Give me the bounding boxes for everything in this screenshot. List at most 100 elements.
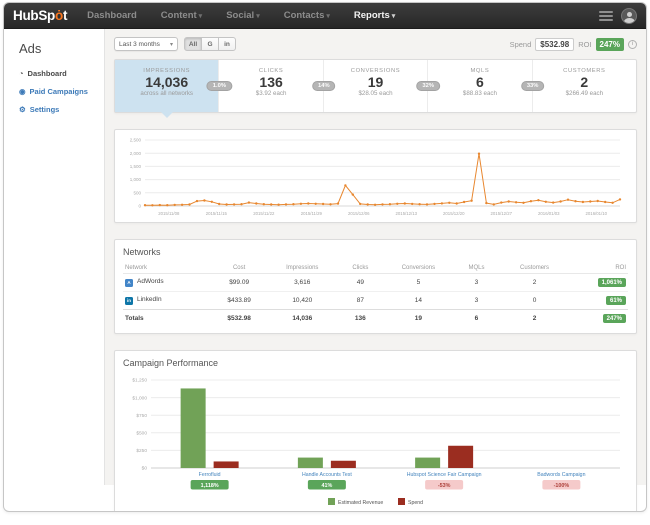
campaign-performance-card: Campaign Performance $0 $250 $500 $750 $1,00… — [114, 350, 637, 511]
sidebar-item-label: Dashboard — [27, 69, 67, 78]
data-point — [507, 200, 510, 203]
stage-title: MQLS — [470, 68, 490, 74]
roi-badge: 61% — [605, 296, 626, 305]
nav-item-reports[interactable]: Reports ▾ — [354, 10, 395, 21]
network-row-linkedin: in LinkedIn $433.89 10,420 87 14 3 0 61% — [123, 291, 628, 310]
sidebar-item-settings[interactable]: ⚙ Settings — [19, 105, 98, 114]
stage-value: 19 — [367, 74, 384, 90]
y-tick-label: $750 — [136, 413, 147, 419]
data-point — [411, 202, 414, 206]
spend-bar — [330, 460, 356, 468]
roi-badge: 1,061% — [597, 278, 626, 287]
impressions-cell: 3,616 — [269, 273, 336, 292]
funnel-stage-impressions[interactable]: IMPRESSIONS 14,036 across all networks — [115, 60, 220, 118]
data-point — [321, 202, 325, 206]
x-tick-label: 2016/01/10 — [586, 211, 608, 216]
data-point — [180, 203, 184, 206]
data-point — [529, 200, 533, 203]
data-point — [448, 201, 451, 204]
nav-item-social[interactable]: Social ▾ — [226, 10, 260, 21]
sidebar-item-paid-campaigns[interactable]: ◉ Paid Campaigns — [19, 87, 98, 96]
filter-linkedin-button[interactable]: in — [218, 37, 236, 51]
data-point — [218, 202, 221, 206]
gear-icon: ⚙ — [19, 105, 26, 114]
data-point — [277, 203, 280, 206]
logo-text-end: t — [62, 8, 68, 23]
funnel-stage-customers[interactable]: 33% CUSTOMERS 2 $266.49 each — [520, 60, 636, 112]
data-point — [195, 199, 199, 203]
sidebar-items: ◔ Dashboard ◉ Paid Campaigns ⚙ Settings — [19, 69, 98, 114]
conversion-rate-badge: 33% — [520, 81, 545, 91]
campaign-roi-value: -53% — [438, 483, 451, 489]
stage-subtitle: $88.83 each — [462, 90, 497, 98]
data-point — [351, 193, 354, 196]
data-point — [433, 202, 436, 206]
legend-swatch-spend — [398, 498, 405, 505]
conversions-cell: 19 — [385, 309, 452, 327]
impressions-cell: 10,420 — [269, 291, 336, 310]
stage-title: IMPRESSIONS — [143, 68, 191, 74]
chevron-down-icon: ▾ — [169, 41, 173, 48]
network-name-cell: Totals — [123, 309, 209, 327]
content-area: Ads ◔ Dashboard ◉ Paid Campaigns ⚙ Settings L… — [4, 29, 646, 511]
stage-title: CLICKS — [258, 68, 284, 74]
x-tick-label: 2015/12/06 — [348, 211, 370, 216]
user-avatar[interactable] — [621, 7, 637, 24]
networks-title: Networks — [123, 247, 161, 257]
date-range-select[interactable]: Last 3 months ▾ — [114, 37, 178, 51]
spend-value: $532.98 — [535, 37, 575, 51]
network-row-adwords: A AdWords $99.09 3,616 49 5 3 2 1,061% — [123, 273, 628, 292]
column-header-roi: ROI — [567, 263, 628, 274]
revenue-bar — [180, 388, 206, 468]
stage-title: CONVERSIONS — [350, 68, 401, 74]
data-point — [425, 203, 429, 206]
nav-item-label: Dashboard — [87, 10, 137, 21]
x-tick-label: 2015/12/13 — [396, 211, 418, 216]
funnel-stage-mqls[interactable]: 32% MQLS 6 $88.83 each — [416, 60, 533, 112]
nav-item-content[interactable]: Content ▾ — [161, 10, 202, 21]
adwords-icon: A — [125, 279, 133, 287]
column-header-customers: Customers — [501, 263, 568, 274]
roi-badge: 247% — [595, 37, 624, 51]
data-point — [470, 199, 473, 202]
hubspot-logo[interactable]: HubSpȯt — [13, 8, 67, 23]
networks-card: Networks Network Cost Impressions Clicks Con… — [114, 239, 637, 334]
campaign-link-hubspot-science-fair-campaign[interactable]: Hubspot Science Fair Campaign — [407, 472, 482, 478]
spend-label: Spend — [509, 39, 532, 49]
legend-label-spend: Spend — [408, 500, 423, 506]
data-point — [381, 203, 384, 206]
column-header-cost: Cost — [208, 263, 270, 274]
nav-item-contacts[interactable]: Contacts ▾ — [284, 10, 330, 21]
chevron-down-icon: ▾ — [256, 13, 260, 20]
nav-item-dashboard[interactable]: Dashboard — [87, 10, 137, 21]
funnel-stage-clicks[interactable]: 1.0% CLICKS 136 $3.92 each — [206, 60, 324, 112]
column-header-conversions: Conversions — [385, 263, 452, 274]
info-icon[interactable]: i — [628, 39, 637, 49]
campaign-link-badwords-campaign[interactable]: Badwords Campaign — [537, 472, 585, 478]
x-tick-label: 2015/11/08 — [158, 211, 180, 216]
y-tick-label: 2,000 — [130, 151, 142, 156]
data-point — [618, 198, 622, 201]
network-name-cell: A AdWords — [123, 273, 209, 292]
data-point — [203, 199, 206, 202]
column-header-impressions: Impressions — [269, 263, 336, 274]
campaign-link-ferrofluid[interactable]: Ferrofluid — [199, 472, 221, 478]
y-tick-label: $1,250 — [132, 378, 147, 384]
funnel-stage-conversions[interactable]: 14% CONVERSIONS 19 $28.05 each — [312, 60, 429, 112]
campaign-link-handle-accounts-test[interactable]: Handle Accounts Test — [302, 472, 352, 478]
impressions-line-chart: 0 500 1,000 1,500 2,000 2,500 2015/11/08 2015/1… — [130, 138, 622, 216]
chevron-down-icon: ▾ — [198, 13, 203, 20]
mqls-cell: 3 — [451, 291, 502, 310]
filter-all-button[interactable]: All — [184, 37, 202, 51]
spend-bar — [213, 461, 239, 468]
filter-google-button[interactable]: G — [201, 37, 219, 51]
hamburger-menu-icon[interactable] — [599, 9, 613, 23]
data-point — [544, 200, 547, 203]
mqls-cell: 3 — [451, 273, 502, 292]
y-tick-label: $0 — [142, 466, 148, 472]
app-frame: HubSpȯt Dashboard Content ▾ Social ▾ Contacts… — [3, 2, 647, 512]
sidebar-item-dashboard[interactable]: ◔ Dashboard — [19, 69, 98, 78]
